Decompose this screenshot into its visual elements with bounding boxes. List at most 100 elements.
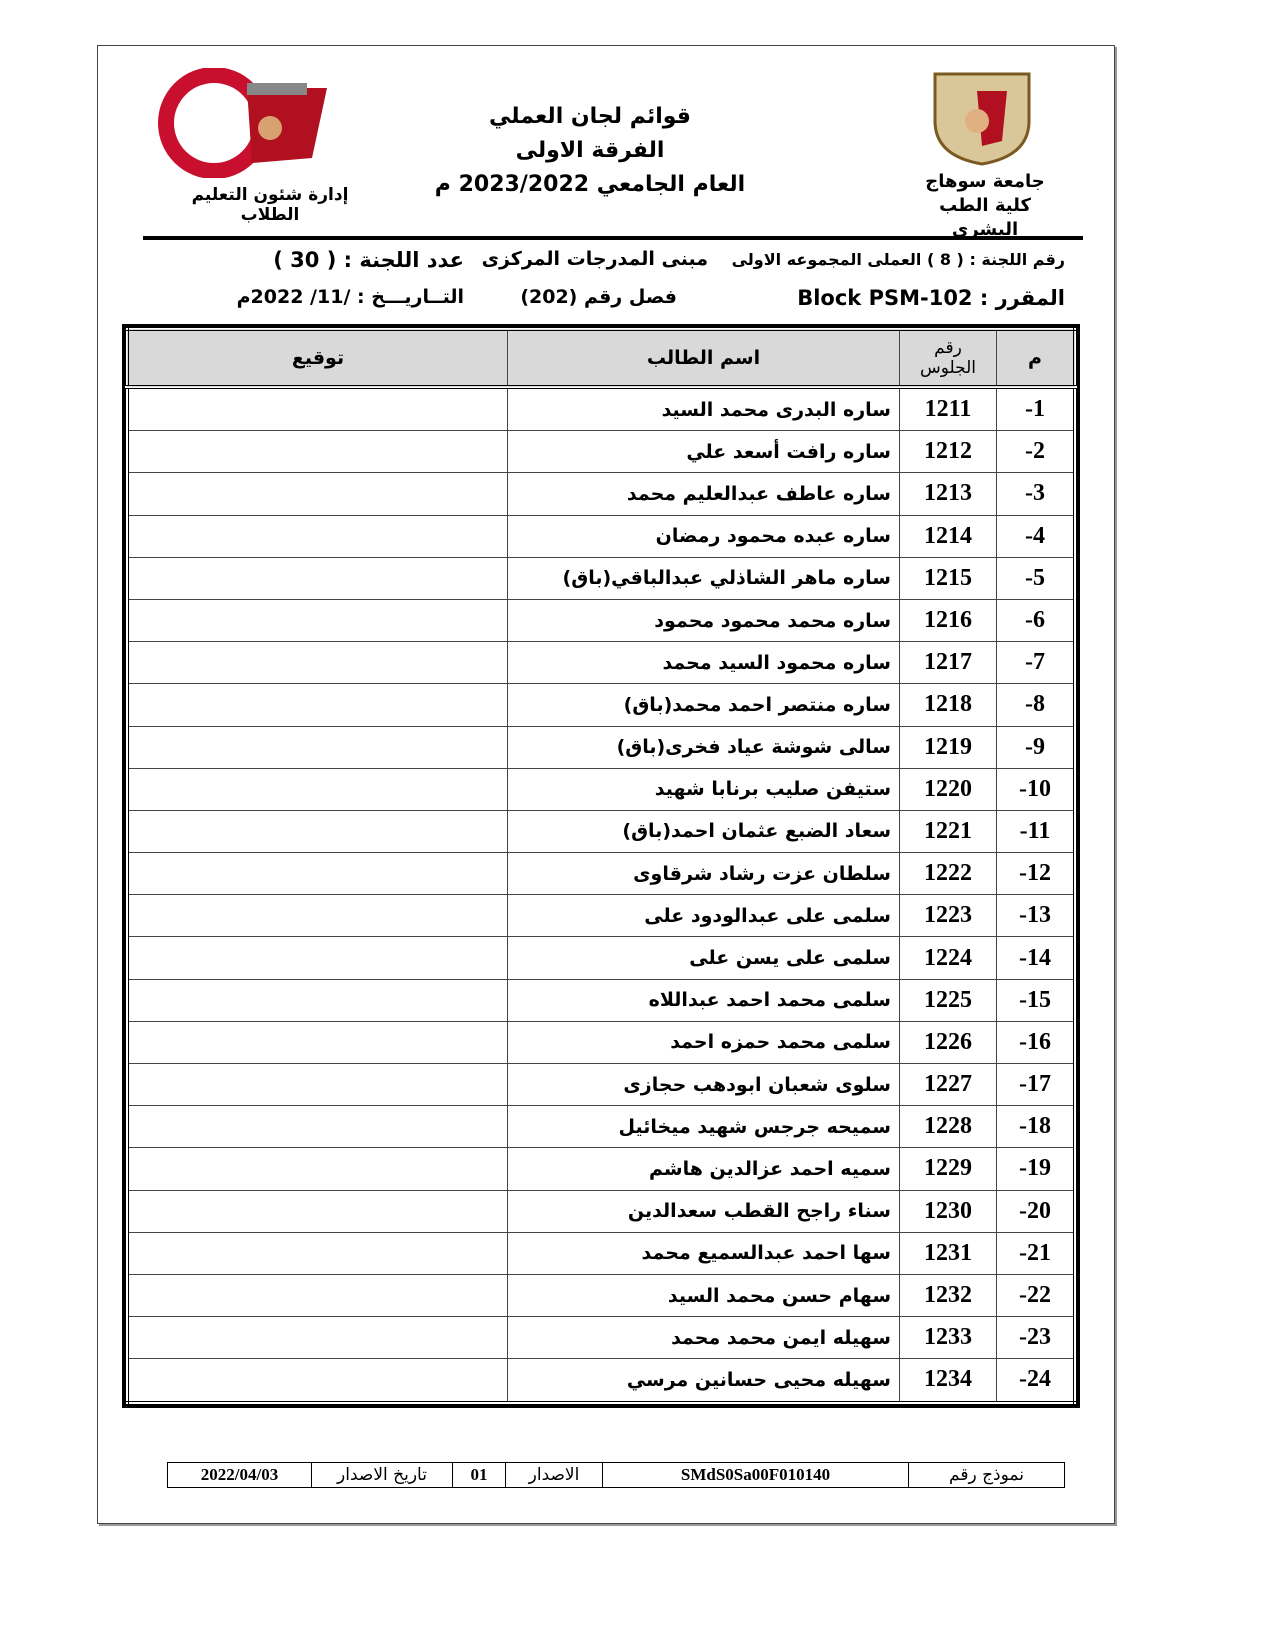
seat-number: 1215 [899, 556, 997, 600]
doc-title: قوائم لجان العملي [489, 104, 691, 129]
seat-number: 1230 [899, 1189, 997, 1233]
student-name: ساره ماهر الشاذلي عبدالباقي(باق) [507, 556, 900, 600]
academic-year: العام الجامعي 2023/2022 م [434, 172, 746, 197]
seat-number: 1228 [899, 1105, 997, 1149]
course-code: المقرر : Block PSM-102 [797, 286, 1065, 310]
table-row: -16 1226 سلمى محمد حمزه احمد [126, 1020, 1076, 1065]
row-index: -10 [996, 767, 1076, 811]
room-number: فصل رقم (202) [520, 286, 677, 308]
seat-number: 1227 [899, 1062, 997, 1107]
student-name: ساره البدرى محمد السيد [507, 386, 900, 432]
doc-subtitle: الفرقة الاولى [515, 138, 665, 163]
signature-cell[interactable] [126, 1189, 508, 1233]
signature-cell[interactable] [126, 936, 508, 980]
student-name: سعاد الضبع عثمان احمد(باق) [507, 809, 900, 854]
signature-cell[interactable] [126, 1316, 508, 1360]
row-index: -3 [996, 472, 1076, 516]
seat-number: 1219 [899, 725, 997, 769]
signature-cell[interactable] [126, 725, 508, 769]
seat-number: 1216 [899, 598, 997, 643]
table-row: -15 1225 سلمى محمد احمد عبداللاه [126, 978, 1076, 1022]
signature-cell[interactable] [126, 809, 508, 854]
faculty-logo [158, 68, 327, 178]
signature-cell[interactable] [126, 1147, 508, 1191]
signature-cell[interactable] [126, 430, 508, 474]
signature-cell[interactable] [126, 641, 508, 685]
seat-number: 1217 [899, 641, 997, 685]
table-row: -9 1219 سالى شوشة عياد فخرى(باق) [126, 725, 1076, 769]
table-row: -10 1220 ستيفن صليب برنابا شهيد [126, 767, 1076, 811]
col-seat-number: رقم الجلوس [899, 328, 997, 389]
table-row: -22 1232 سهام حسن محمد السيد [126, 1273, 1076, 1318]
committee-number: رقم اللجنة : ( 8 ) العملى المجموعه الاول… [731, 250, 1065, 269]
row-index: -15 [996, 978, 1076, 1022]
signature-cell[interactable] [126, 894, 508, 938]
signature-cell[interactable] [126, 978, 508, 1022]
student-name: سهيله محيى حسانين مرسي [507, 1358, 900, 1403]
seat-number: 1232 [899, 1273, 997, 1318]
signature-cell[interactable] [126, 1358, 508, 1403]
table-row: -8 1218 ساره منتصر احمد محمد(باق) [126, 683, 1076, 727]
table-row: -12 1222 سلطان عزت رشاد شرقاوى [126, 852, 1076, 896]
student-name: سالى شوشة عياد فخرى(باق) [507, 725, 900, 769]
signature-cell[interactable] [126, 852, 508, 896]
student-name: ساره عبده محمود رمضان [507, 514, 900, 558]
seat-number: 1214 [899, 514, 997, 558]
student-name: ساره محمود السيد محمد [507, 641, 900, 685]
col-signature: توقيع [126, 328, 508, 389]
row-index: -4 [996, 514, 1076, 558]
student-name: سها احمد عبدالسميع محمد [507, 1231, 900, 1275]
signature-cell[interactable] [126, 683, 508, 727]
signature-cell[interactable] [126, 767, 508, 811]
seat-number: 1211 [899, 386, 997, 432]
signature-cell[interactable] [126, 514, 508, 558]
student-name: ساره عاطف عبدالعليم محمد [507, 472, 900, 516]
committee-count: عدد اللجنة : ( 30 ) [273, 248, 464, 272]
student-name: سهام حسن محمد السيد [507, 1273, 900, 1318]
version: 01 [452, 1463, 505, 1487]
table-row: -4 1214 ساره عبده محمود رمضان [126, 514, 1076, 558]
student-name: سلمى محمد حمزه احمد [507, 1020, 900, 1065]
row-index: -6 [996, 598, 1076, 643]
university-line: جامعة سوهاج [925, 171, 1045, 192]
seat-number: 1222 [899, 852, 997, 896]
signature-cell[interactable] [126, 1231, 508, 1275]
form-number: SMdS0Sa00F010140 [602, 1463, 908, 1487]
row-index: -7 [996, 641, 1076, 685]
student-name: ساره منتصر احمد محمد(باق) [507, 683, 900, 727]
row-index: -20 [996, 1189, 1076, 1233]
student-name: ساره محمد محمود محمود [507, 598, 900, 643]
university-name: جامعة سوهاج كلية الطب البشرى [905, 170, 1065, 242]
form-footer: نموذج رقم SMdS0Sa00F010140 الاصدار 01 تا… [167, 1462, 1065, 1488]
table-row: -1 1211 ساره البدرى محمد السيد [126, 386, 1076, 432]
seat-number: 1229 [899, 1147, 997, 1191]
col-student-name: اسم الطالب [507, 328, 900, 389]
table-row: -14 1224 سلمى على يسن على [126, 936, 1076, 980]
seat-number: 1213 [899, 472, 997, 516]
seat-number: 1212 [899, 430, 997, 474]
row-index: -21 [996, 1231, 1076, 1275]
signature-cell[interactable] [126, 1020, 508, 1065]
row-index: -13 [996, 894, 1076, 938]
row-index: -24 [996, 1358, 1076, 1403]
signature-cell[interactable] [126, 1062, 508, 1107]
issue-date: 2022/04/03 [200, 1465, 279, 1484]
signature-cell[interactable] [126, 386, 508, 432]
seat-number: 1223 [899, 894, 997, 938]
signature-cell[interactable] [126, 472, 508, 516]
row-index: -19 [996, 1147, 1076, 1191]
student-name: سلمى محمد احمد عبداللاه [507, 978, 900, 1022]
seat-number: 1221 [899, 809, 997, 854]
row-index: -11 [996, 809, 1076, 854]
seat-number: 1224 [899, 936, 997, 980]
row-index: -12 [996, 852, 1076, 896]
signature-cell[interactable] [126, 556, 508, 600]
signature-cell[interactable] [126, 1273, 508, 1318]
signature-cell[interactable] [126, 1105, 508, 1149]
table-header: م رقم الجلوس اسم الطالب توقيع [126, 328, 1076, 389]
signature-cell[interactable] [126, 598, 508, 643]
seat-number: 1218 [899, 683, 997, 727]
row-index: -1 [996, 386, 1076, 432]
row-index: -9 [996, 725, 1076, 769]
student-name: سميحه جرجس شهيد ميخائيل [507, 1105, 900, 1149]
